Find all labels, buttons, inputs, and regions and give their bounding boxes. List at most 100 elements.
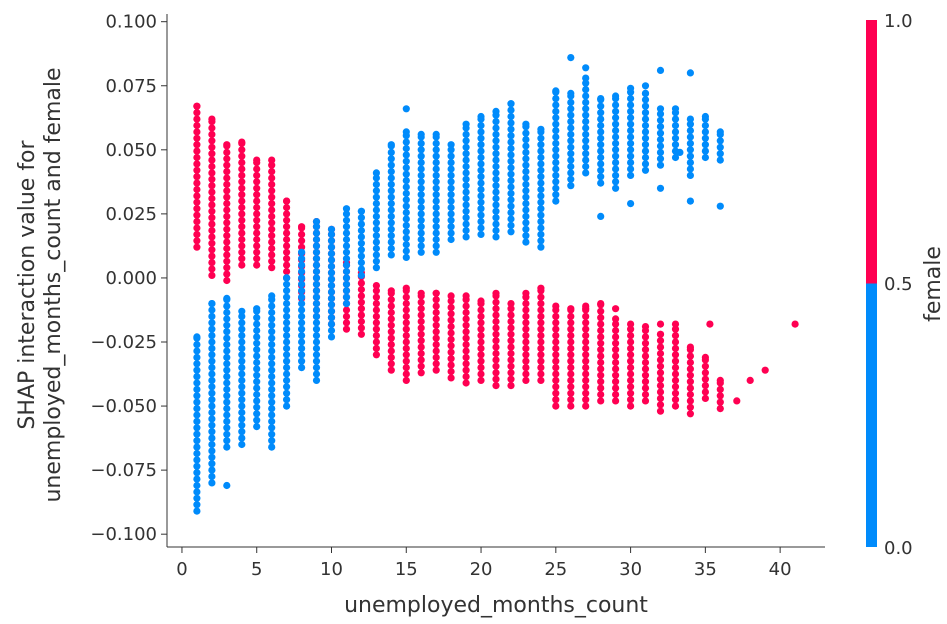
scatter-point-male — [567, 89, 575, 97]
scatter-point-male — [387, 219, 395, 227]
scatter-point-male — [462, 214, 470, 222]
scatter-point-female — [582, 332, 590, 340]
scatter-point-male — [208, 306, 216, 314]
scatter-point-male — [312, 306, 321, 314]
scatter-point-male — [656, 110, 665, 118]
scatter-point-female — [238, 255, 246, 263]
scatter-point-male — [327, 307, 336, 315]
y-axis-title: SHAP interaction value for — [15, 139, 40, 429]
scatter-point-male — [567, 130, 575, 138]
scatter-point-male — [298, 293, 306, 301]
scatter-point-female — [462, 292, 470, 300]
scatter-point-male — [312, 300, 321, 308]
scatter-point-female — [462, 328, 470, 336]
scatter-point-male — [612, 107, 620, 115]
scatter-point-male — [283, 312, 291, 320]
scatter-point-male — [686, 146, 695, 154]
scatter-point-female — [537, 364, 545, 372]
scatter-point-female — [193, 160, 201, 168]
scatter-point-male — [537, 125, 545, 133]
scatter-point-male — [208, 319, 216, 327]
scatter-point-female — [701, 369, 710, 377]
scatter-point-male — [671, 115, 680, 123]
scatter-point-female — [238, 242, 246, 250]
scatter-point-female — [372, 282, 380, 290]
scatter-point-male — [537, 173, 545, 181]
scatter-point-male — [492, 118, 500, 126]
scatter-point-male — [522, 161, 530, 169]
scatter-point-male — [253, 346, 261, 354]
scatter-point-male — [208, 300, 216, 308]
scatter-point-male — [656, 129, 665, 137]
scatter-point-male — [477, 230, 485, 238]
scatter-point-male — [447, 141, 455, 149]
scatter-point-male — [402, 234, 410, 242]
scatter-point-male — [641, 102, 650, 110]
y-ticks: −0.100 −0.075 −0.050 −0.025 0.000 0.025 0.050 0… — [90, 12, 167, 545]
scatter-point-male — [238, 428, 246, 436]
scatter-point-female — [208, 124, 216, 132]
scatter-point-male — [492, 214, 500, 222]
scatter-point-female — [208, 137, 216, 145]
scatter-point-male — [208, 421, 216, 429]
scatter-point-male — [477, 121, 485, 130]
x-tick-label: 40 — [769, 559, 792, 580]
scatter-point-male — [193, 507, 201, 515]
scatter-point-female — [597, 326, 605, 335]
scatter-point-female — [283, 229, 291, 237]
scatter-point-male — [522, 129, 530, 137]
scatter-point-male — [477, 147, 485, 155]
scatter-point-male — [357, 252, 365, 260]
scatter-point-male — [716, 150, 724, 158]
scatter-point-female — [238, 138, 246, 146]
scatter-point-female — [492, 349, 500, 358]
scatter-point-male — [507, 164, 515, 172]
scatter-point-male — [223, 424, 231, 432]
scatter-point-male — [612, 171, 620, 179]
scatter-point-male — [701, 147, 710, 155]
scatter-point-male — [193, 392, 201, 400]
scatter-point-female — [447, 329, 455, 337]
scatter-point-male — [567, 105, 575, 113]
scatter-point-male — [387, 212, 395, 220]
scatter-point-female — [537, 344, 545, 352]
scatter-point-male — [387, 244, 395, 253]
scatter-point-male — [522, 193, 530, 201]
scatter-point-female — [193, 173, 201, 181]
scatter-point-female — [283, 216, 291, 224]
scatter-point-male — [283, 287, 291, 295]
scatter-point-female — [522, 300, 530, 308]
scatter-point-male — [656, 123, 665, 131]
scatter-point-male — [387, 225, 395, 233]
scatter-point-male — [507, 106, 515, 114]
scatter-point-male — [238, 383, 246, 391]
scatter-point-female — [193, 109, 201, 117]
scatter-point-female — [193, 141, 201, 149]
scatter-point-female — [298, 243, 306, 251]
scatter-point-male — [432, 235, 440, 244]
scatter-point-male — [597, 141, 605, 149]
scatter-point-male — [477, 224, 485, 232]
scatter-point-female — [492, 356, 500, 364]
scatter-point-male — [716, 137, 724, 145]
scatter-point-male — [223, 360, 231, 368]
scatter-point-female — [432, 347, 440, 355]
scatter-point-female — [701, 375, 710, 383]
scatter-point-male — [357, 271, 365, 279]
scatter-point-male — [537, 192, 545, 200]
scatter-point-male — [193, 456, 201, 464]
scatter-point-male — [342, 223, 351, 231]
scatter-point-male — [268, 366, 276, 374]
scatter-point-female — [268, 206, 276, 214]
scatter-point-male — [447, 210, 455, 218]
scatter-point-female — [223, 244, 231, 253]
scatter-point-male — [283, 280, 291, 288]
scatter-point-male — [432, 178, 440, 186]
scatter-point-female — [357, 285, 365, 294]
scatter-point-male — [312, 261, 321, 269]
scatter-point-female — [522, 306, 530, 314]
x-tick-label: 25 — [544, 559, 567, 580]
scatter-point-male — [238, 440, 246, 449]
scatter-point-male — [612, 92, 620, 100]
scatter-point-female — [223, 187, 231, 195]
